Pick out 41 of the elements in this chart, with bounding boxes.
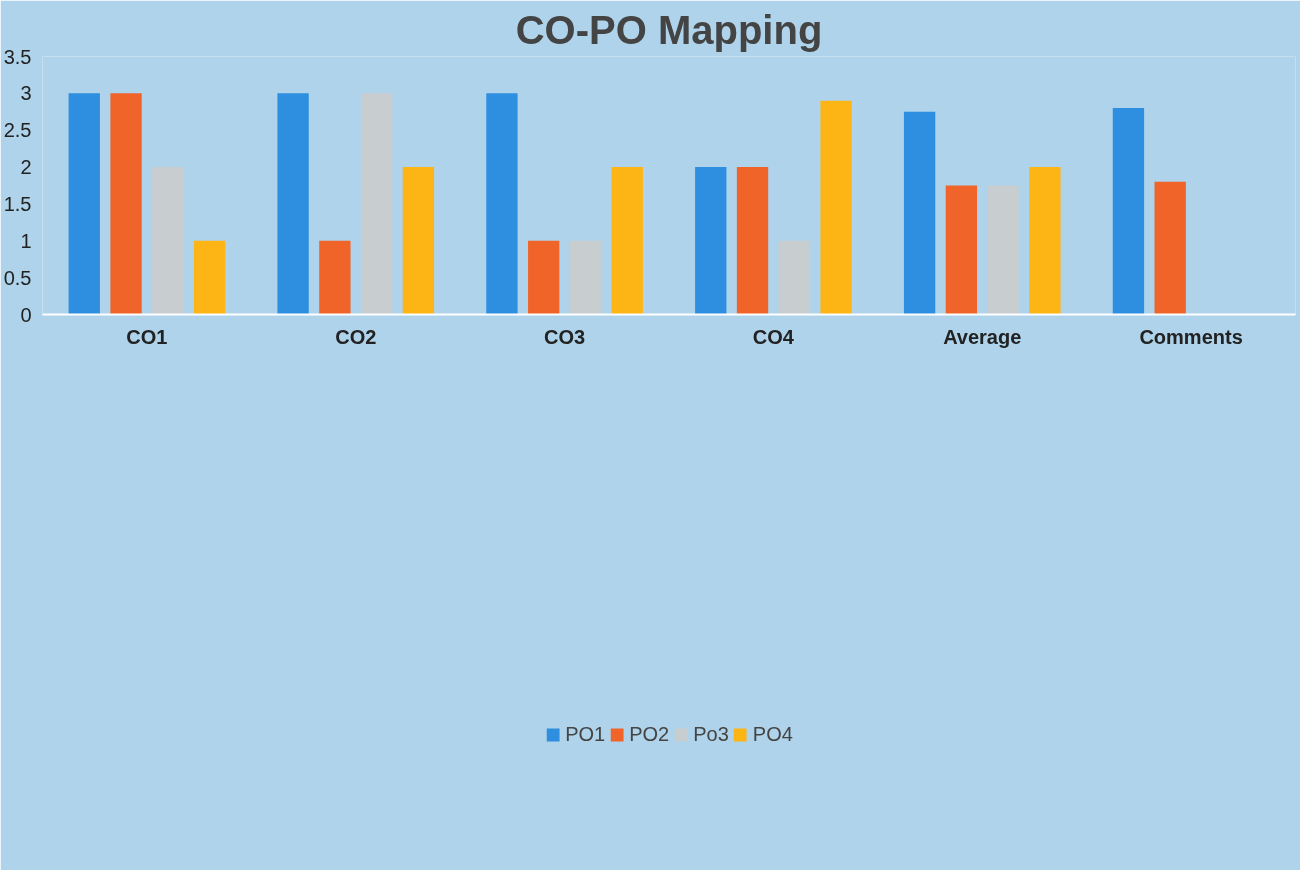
- bar: [945, 185, 978, 315]
- x-tick-label: Average: [943, 325, 1022, 348]
- y-tick-label: 2.5: [3, 119, 32, 142]
- legend-label: PO2: [629, 722, 670, 746]
- bar: [486, 93, 518, 315]
- bar: [778, 240, 810, 315]
- legend-label: PO1: [565, 722, 606, 746]
- bar: [736, 167, 769, 315]
- x-tick-label: Comments: [1139, 325, 1243, 348]
- bar: [903, 111, 936, 315]
- y-tick-label: 0: [20, 303, 32, 326]
- legend-label: PO4: [752, 722, 793, 746]
- x-tick-label: CO2: [335, 325, 377, 348]
- y-tick-label: 1.5: [3, 192, 32, 215]
- x-tick-label: CO3: [544, 325, 586, 348]
- bar: [1154, 181, 1186, 315]
- bar: [360, 93, 393, 315]
- x-tick-label: CO4: [752, 325, 795, 348]
- bar: [402, 167, 435, 315]
- bar: [611, 167, 643, 315]
- chart-title: CO-PO Mapping: [515, 7, 823, 52]
- x-tick-label: CO1: [126, 325, 168, 348]
- bar: [528, 240, 560, 315]
- bar: [569, 240, 602, 315]
- bar: [695, 167, 727, 315]
- y-tick-label: 3.5: [3, 45, 32, 68]
- bar: [152, 167, 184, 315]
- bar: [1029, 167, 1061, 315]
- bar: [319, 240, 351, 315]
- y-tick-label: 3: [20, 82, 32, 105]
- bar: [110, 93, 142, 315]
- y-tick-label: 0.5: [3, 266, 32, 289]
- bar: [1112, 108, 1145, 315]
- bar: [987, 185, 1019, 315]
- bar: [68, 93, 100, 315]
- bar: [277, 93, 309, 315]
- legend-label: Po3: [693, 722, 729, 746]
- bar: [193, 240, 226, 315]
- bar: [820, 100, 852, 315]
- y-tick-label: 2: [20, 156, 32, 179]
- y-tick-label: 1: [20, 229, 32, 252]
